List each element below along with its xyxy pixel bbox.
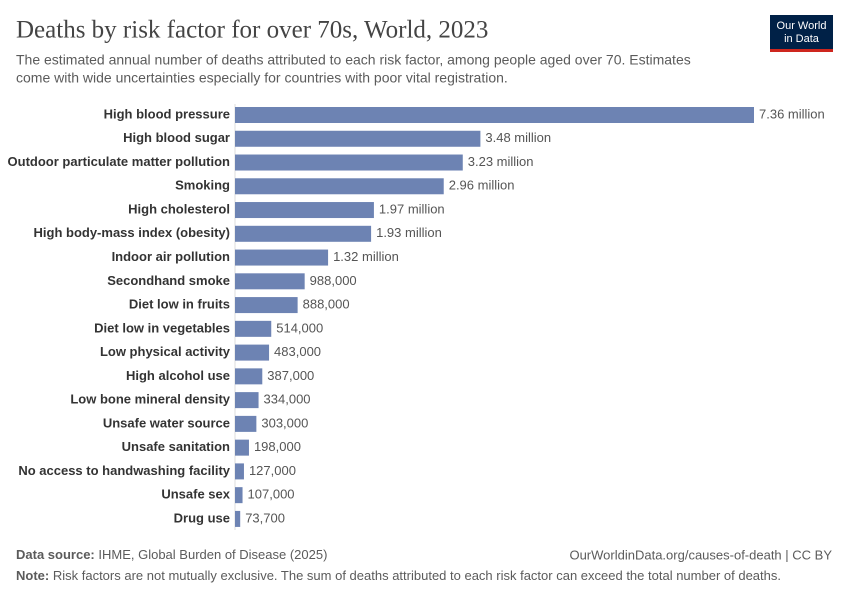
bar [235, 344, 270, 361]
bar [235, 439, 249, 456]
category-label: Smoking [175, 178, 230, 193]
logo-text: Our World [777, 20, 827, 32]
subtitle: come with wide uncertainties especially … [16, 70, 508, 86]
category-label: High blood pressure [104, 106, 230, 121]
category-label: High body-mass index (obesity) [34, 225, 230, 240]
category-label: Low physical activity [100, 344, 231, 359]
bar [235, 510, 241, 527]
category-label: Outdoor particulate matter pollution [8, 154, 231, 169]
bars: High blood pressure 7.36 million High bloo… [8, 106, 825, 527]
value-label: 387,000 [267, 368, 314, 383]
category-label: Drug use [174, 510, 230, 525]
bar [235, 463, 244, 480]
bar [235, 368, 263, 385]
value-label: 483,000 [274, 344, 321, 359]
category-label: High cholesterol [128, 201, 230, 216]
value-label: 303,000 [261, 415, 308, 430]
value-label: 7.36 million [759, 106, 825, 121]
note: Note: Risk factors are not mutually excl… [16, 568, 781, 583]
bar [235, 273, 305, 290]
bar [235, 392, 259, 409]
value-label: 3.23 million [468, 154, 534, 169]
category-label: No access to handwashing facility [18, 463, 230, 478]
category-label: Unsafe sanitation [122, 439, 230, 454]
logo-stripe [770, 49, 833, 52]
bar [235, 154, 463, 171]
bar [235, 297, 298, 314]
category-label: Indoor air pollution [112, 249, 230, 264]
note-text: Risk factors are not mutually exclusive.… [53, 568, 781, 583]
value-label: 888,000 [303, 297, 350, 312]
source-text: IHME, Global Burden of Disease (2025) [98, 547, 327, 562]
category-label: Diet low in fruits [129, 297, 230, 312]
category-label: Low bone mineral density [70, 392, 230, 407]
bar [235, 130, 481, 147]
note-label: Note: [16, 568, 49, 583]
subtitle: The estimated annual number of deaths at… [16, 52, 691, 68]
category-label: High blood sugar [123, 130, 230, 145]
value-label: 334,000 [264, 392, 311, 407]
value-label: 1.93 million [376, 225, 442, 240]
category-label: Unsafe water source [103, 415, 230, 430]
value-label: 107,000 [248, 487, 295, 502]
source-label: Data source: [16, 547, 95, 562]
logo-text: in Data [784, 33, 820, 45]
source: Data source: IHME, Global Burden of Dise… [16, 547, 327, 562]
value-label: 514,000 [276, 320, 323, 335]
category-label: Diet low in vegetables [94, 320, 230, 335]
url[interactable]: OurWorldinData.org/causes-of-death | CC … [569, 547, 832, 562]
category-label: Secondhand smoke [107, 273, 230, 288]
value-label: 198,000 [254, 439, 301, 454]
value-label: 3.48 million [485, 130, 551, 145]
chart-title: Deaths by risk factor for over 70s, Worl… [16, 17, 488, 44]
bar [235, 107, 754, 123]
bar [235, 487, 243, 504]
logo-box [770, 15, 833, 52]
value-label: 1.97 million [379, 201, 445, 216]
category-label: Unsafe sex [161, 487, 230, 502]
bar [235, 249, 329, 266]
value-label: 988,000 [310, 273, 357, 288]
value-label: 2.96 million [449, 178, 515, 193]
logo[interactable]: Our World in Data [770, 15, 833, 52]
value-label: 1.32 million [333, 249, 399, 264]
value-label: 127,000 [249, 463, 296, 478]
bar [235, 202, 374, 219]
bar [235, 320, 272, 337]
category-label: High alcohol use [126, 368, 230, 383]
value-label: 73,700 [245, 510, 285, 525]
bar [235, 415, 257, 432]
bar [235, 178, 444, 195]
bar [235, 225, 372, 242]
